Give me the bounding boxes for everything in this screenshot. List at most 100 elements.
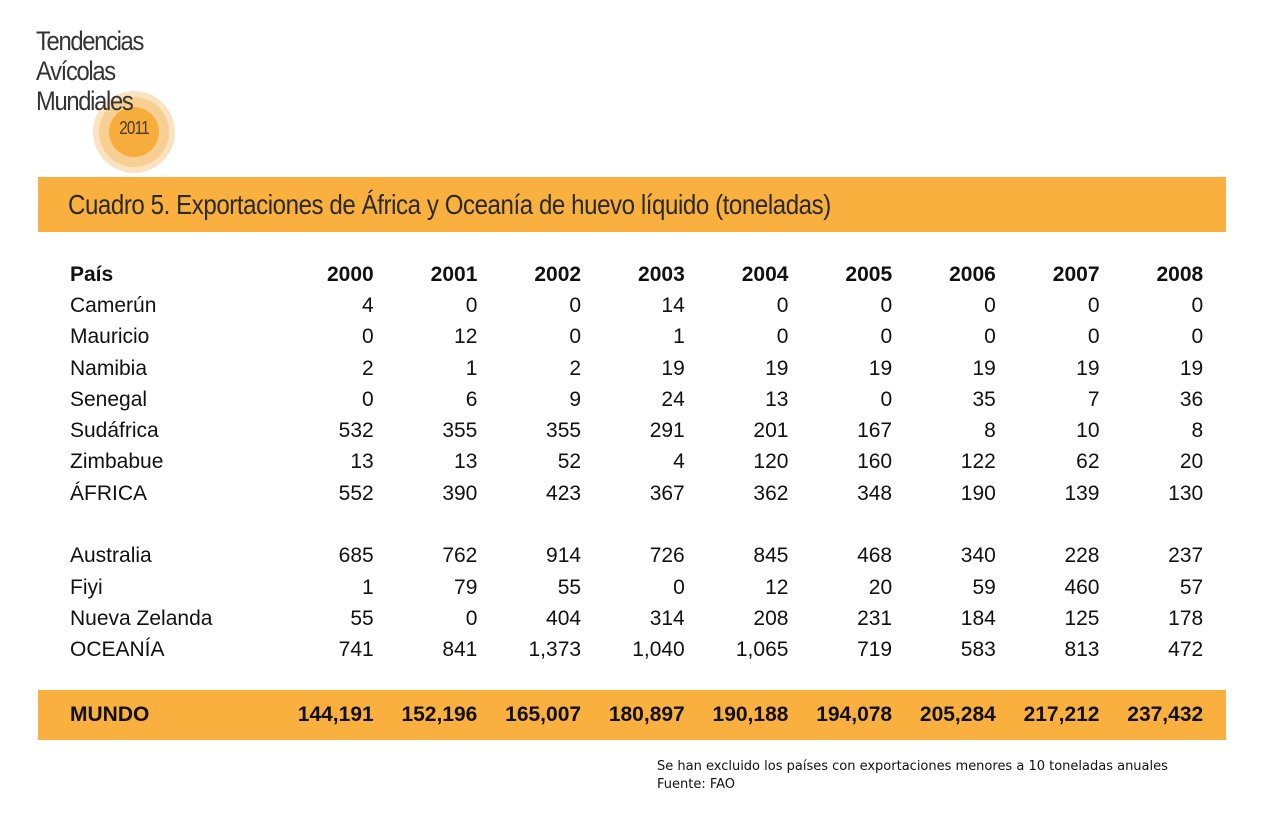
logo-line-2: Avícolas bbox=[36, 56, 116, 86]
value-cell: 8 bbox=[1191, 419, 1204, 443]
value-cell: 19 bbox=[1076, 356, 1100, 380]
value-cell: 472 bbox=[1168, 638, 1204, 662]
value-cell: 0 bbox=[776, 325, 789, 349]
country-cell: Zimbabue bbox=[70, 450, 164, 474]
world-value-cell: 194,078 bbox=[816, 703, 893, 726]
column-header-year: 2006 bbox=[949, 262, 996, 286]
value-cell: 532 bbox=[338, 419, 374, 443]
publication-logo: Tendencias Avícolas Mundiales 2011 bbox=[36, 26, 216, 176]
value-cell: 167 bbox=[857, 419, 893, 443]
value-cell: 6 bbox=[465, 387, 478, 411]
column-header-year: 2008 bbox=[1156, 262, 1204, 286]
value-cell: 340 bbox=[960, 544, 996, 568]
value-cell: 583 bbox=[960, 638, 996, 662]
value-cell: 468 bbox=[857, 544, 893, 568]
value-cell: 1,040 bbox=[632, 638, 685, 662]
value-cell: 20 bbox=[868, 575, 893, 599]
column-header-country: País bbox=[70, 262, 114, 286]
world-value-cell: 180,897 bbox=[608, 703, 685, 726]
column-header-year: 2004 bbox=[741, 262, 789, 286]
table-title-banner: Cuadro 5. Exportaciones de África y Ocea… bbox=[38, 177, 1226, 232]
world-label: MUNDO bbox=[70, 703, 150, 726]
value-cell: 0 bbox=[984, 325, 996, 349]
value-cell: 2 bbox=[569, 356, 582, 380]
value-cell: 367 bbox=[649, 481, 685, 505]
value-cell: 62 bbox=[1076, 450, 1100, 474]
value-cell: 208 bbox=[753, 606, 789, 630]
value-cell: 52 bbox=[557, 450, 582, 474]
world-value-cell: 237,432 bbox=[1127, 703, 1204, 726]
column-header-year: 2005 bbox=[845, 262, 893, 286]
value-cell: 726 bbox=[649, 544, 685, 568]
value-cell: 0 bbox=[984, 293, 996, 317]
value-cell: 0 bbox=[880, 325, 893, 349]
value-cell: 13 bbox=[765, 387, 789, 411]
value-cell: 1,373 bbox=[528, 638, 582, 662]
spacer-cell bbox=[60, 509, 1203, 540]
exports-table: País 2000 2001 2002 2003 2004 2005 2006 2007 2008… bbox=[60, 259, 1203, 666]
value-cell: 201 bbox=[753, 419, 789, 443]
world-value-cell: 190,188 bbox=[712, 703, 789, 726]
table-row: Namibia 2 1 2 19 19 19 19 19 19 bbox=[60, 353, 1203, 384]
africa-total-row: ÁFRICA 552 390 423 367 362 348 190 139 130 bbox=[60, 478, 1203, 509]
logo-line-1: Tendencias bbox=[36, 26, 144, 56]
value-cell: 4 bbox=[362, 293, 374, 317]
source-note: Fuente: FAO bbox=[657, 777, 736, 792]
oceania-total-row: OCEANÍA 741 841 1,373 1,040 1,065 719 583 813 472 bbox=[60, 635, 1203, 666]
value-cell: 914 bbox=[546, 544, 582, 568]
world-value-cell: 217,212 bbox=[1023, 703, 1100, 726]
value-cell: 552 bbox=[338, 481, 374, 505]
value-cell: 19 bbox=[868, 356, 893, 380]
value-cell: 0 bbox=[362, 387, 374, 411]
value-cell: 79 bbox=[454, 575, 478, 599]
value-cell: 291 bbox=[649, 419, 685, 443]
value-cell: 362 bbox=[753, 481, 789, 505]
value-cell: 14 bbox=[661, 293, 685, 317]
value-cell: 314 bbox=[649, 606, 685, 630]
column-header-year: 2001 bbox=[430, 262, 478, 286]
value-cell: 1 bbox=[673, 325, 685, 349]
world-value-cell: 144,191 bbox=[297, 703, 374, 726]
table-row: Camerún 4 0 0 14 0 0 0 0 0 bbox=[60, 290, 1203, 321]
value-cell: 24 bbox=[661, 387, 685, 411]
table-title: Cuadro 5. Exportaciones de África y Ocea… bbox=[68, 189, 831, 220]
value-cell: 35 bbox=[972, 387, 996, 411]
value-cell: 0 bbox=[776, 293, 789, 317]
table-row: Sudáfrica 532 355 355 291 201 167 8 10 8 bbox=[60, 415, 1203, 446]
value-cell: 57 bbox=[1179, 575, 1204, 599]
value-cell: 685 bbox=[338, 544, 374, 568]
value-cell: 184 bbox=[960, 606, 996, 630]
value-cell: 160 bbox=[857, 450, 893, 474]
value-cell: 55 bbox=[350, 606, 374, 630]
value-cell: 1,065 bbox=[735, 638, 789, 662]
value-cell: 13 bbox=[454, 450, 478, 474]
value-cell: 4 bbox=[673, 450, 685, 474]
value-cell: 19 bbox=[661, 356, 685, 380]
value-cell: 55 bbox=[557, 575, 582, 599]
value-cell: 404 bbox=[546, 606, 582, 630]
value-cell: 0 bbox=[465, 293, 478, 317]
value-cell: 59 bbox=[972, 575, 996, 599]
column-header-year: 2000 bbox=[326, 262, 374, 286]
value-cell: 0 bbox=[569, 325, 582, 349]
country-cell: Senegal bbox=[70, 387, 148, 411]
column-header-year: 2002 bbox=[534, 262, 582, 286]
logo-line-3: Mundiales bbox=[36, 86, 134, 116]
value-cell: 0 bbox=[880, 293, 893, 317]
value-cell: 762 bbox=[442, 544, 478, 568]
value-cell: 36 bbox=[1179, 387, 1204, 411]
value-cell: 2 bbox=[362, 356, 374, 380]
value-cell: 122 bbox=[960, 450, 996, 474]
value-cell: 19 bbox=[1179, 356, 1204, 380]
value-cell: 0 bbox=[1191, 293, 1204, 317]
value-cell: 237 bbox=[1168, 544, 1204, 568]
world-total-row: MUNDO 144,191 152,196 165,007 180,897 190,188… bbox=[60, 690, 1203, 740]
value-cell: 0 bbox=[362, 325, 374, 349]
value-cell: 0 bbox=[465, 606, 478, 630]
table-header-row: País 2000 2001 2002 2003 2004 2005 2006 2007 2008 bbox=[60, 259, 1203, 290]
value-cell: 355 bbox=[442, 419, 478, 443]
country-cell: ÁFRICA bbox=[70, 481, 148, 505]
value-cell: 841 bbox=[442, 638, 478, 662]
value-cell: 8 bbox=[984, 419, 996, 443]
value-cell: 178 bbox=[1168, 606, 1204, 630]
